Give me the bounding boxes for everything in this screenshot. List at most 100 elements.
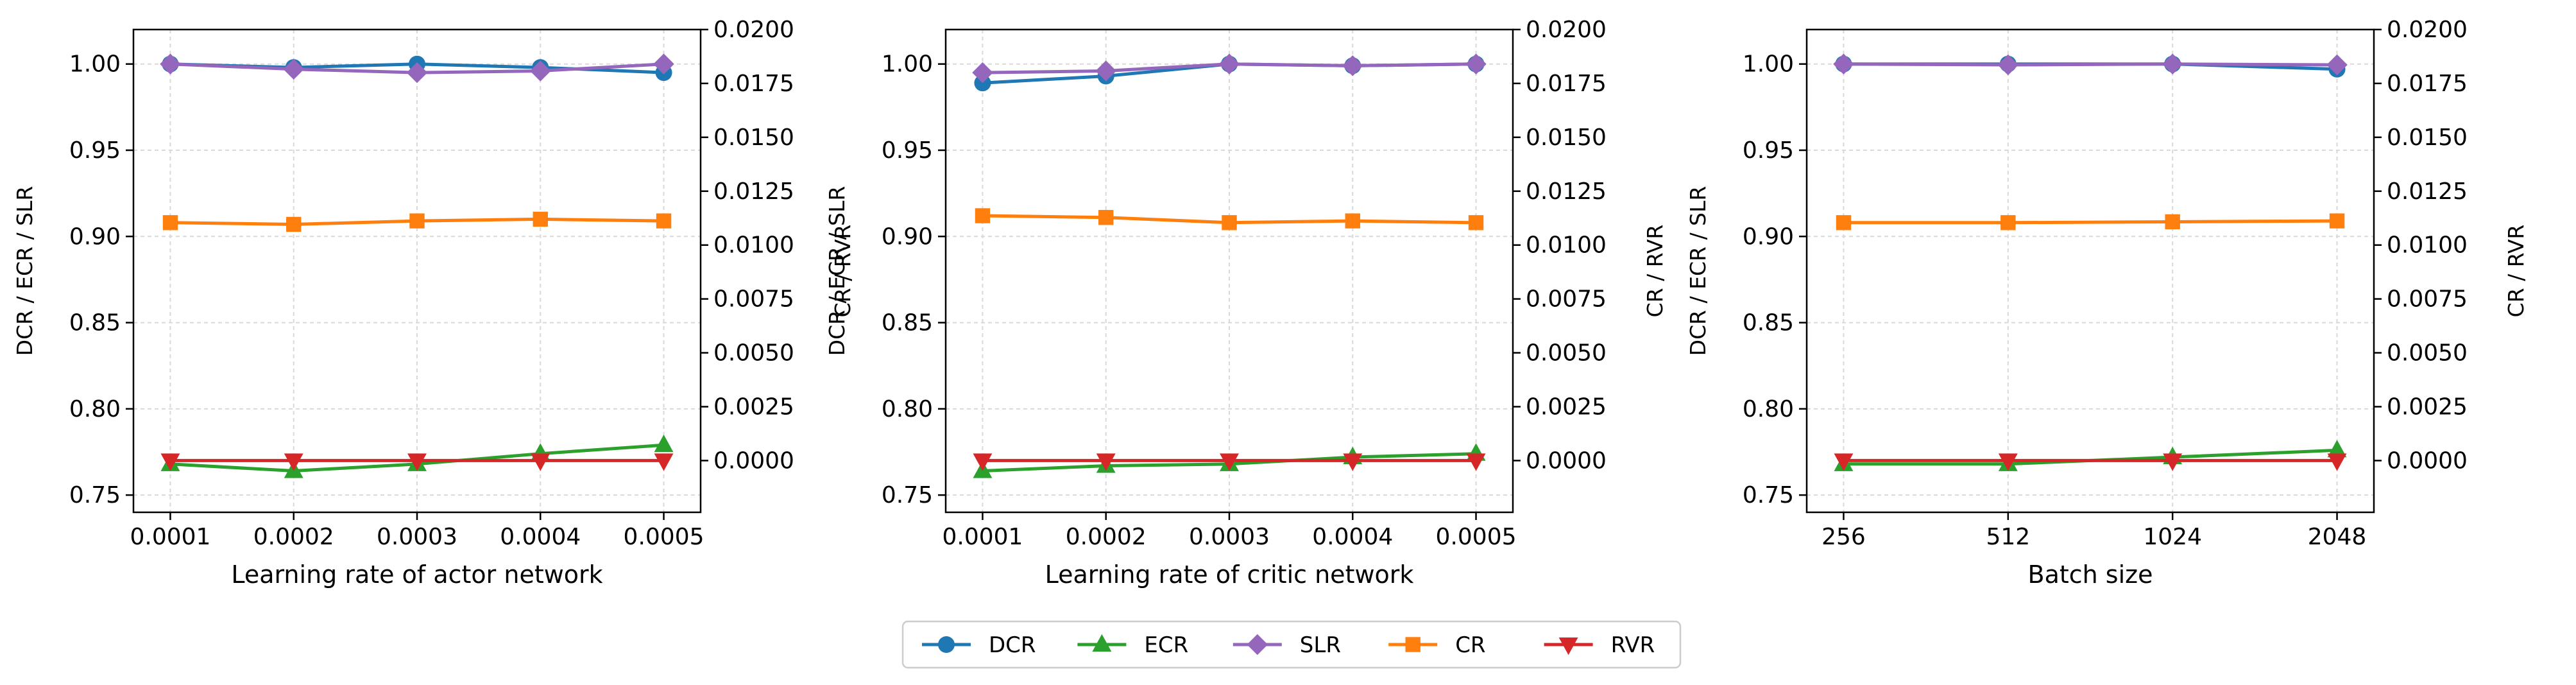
data-point-slr [530,60,551,82]
data-point-slr [653,53,674,74]
x-tick-label: 0.0004 [500,524,581,550]
data-point-rvr [2327,453,2347,471]
data-point-cr [1345,213,1360,229]
series-slr [1833,53,2348,76]
y-tick-label-left: 0.85 [1743,310,1794,336]
legend-label: SLR [1300,632,1341,658]
y-tick-label-right: 0.0000 [713,447,794,474]
grid [946,30,1513,512]
x-axis-label: Learning rate of actor network [231,560,602,589]
data-point-cr [162,215,178,230]
data-point-rvr [2163,453,2183,471]
series-rvr [160,453,674,471]
legend-item-dcr: DCR [922,632,1036,658]
data-point-cr [656,213,672,229]
data-point-slr [1218,53,1240,74]
plot-frame [1805,28,2375,514]
y-axis-label-right: CR / RVR [830,225,855,318]
data-point-rvr [1998,453,2018,471]
y-tick-label-left: 0.95 [1743,137,1794,164]
y-tick-label-right: 0.0200 [713,17,794,43]
x-tick-label: 0.0002 [1066,524,1147,550]
data-point-ecr [2327,440,2347,458]
x-tick-label: 2048 [2308,524,2367,550]
legend: DCR ECR SLR CR RVR [901,620,1682,669]
subplot-2: 0.75 0.80 0.85 0.90 0.95 1.00 0.0000 0.0025 0.00… [824,17,1668,589]
data-point-slr [1465,53,1487,74]
data-point-cr [1836,215,1852,230]
data-point-cr [2000,215,2016,230]
y-tick-label-right: 0.0175 [2387,71,2468,97]
grid [133,30,701,512]
series-cr [975,208,1484,230]
data-point-rvr [1343,453,1363,471]
y-tick-label-right: 0.0075 [2387,286,2468,313]
data-point-cr [286,216,302,232]
series-rvr [1834,453,2347,471]
y-tick-label-left: 0.75 [882,482,933,508]
data-point-rvr [1834,453,1854,471]
data-point-cr [1222,215,1237,230]
y-tick-label-right: 0.0050 [1526,340,1607,367]
data-point-slr [1833,53,1854,74]
series-slr [160,53,674,83]
legend-marker [1558,637,1578,655]
y-tick-label-right: 0.0000 [1526,447,1607,474]
data-point-slr [1342,55,1363,76]
data-point-slr [2326,54,2348,76]
data-point-cr [975,208,991,223]
y-tick-label-right: 0.0200 [1526,17,1607,43]
x-tick-label: 256 [1821,524,1866,550]
data-point-slr [972,62,993,83]
y-axis-label-left: DCR / ECR / SLR [12,186,37,356]
data-point-rvr [160,453,180,471]
subplot-1: 0.75 0.80 0.85 0.90 0.95 1.00 0.0000 0.0025 0.00… [12,17,855,589]
subplots: 0.75 0.80 0.85 0.90 0.95 1.00 0.0000 0.0025 0.00… [12,17,2529,589]
y-tick-label-right: 0.0150 [2387,125,2468,151]
legend-label: ECR [1144,632,1188,658]
y-tick-label-right: 0.0175 [1526,71,1607,97]
legend-marker [1092,634,1112,652]
x-tick-label: 1024 [2143,524,2202,550]
data-point-cr [409,213,425,229]
y-tick-label-right: 0.0125 [713,178,794,205]
legend-box [901,620,1682,669]
legend-item-ecr: ECR [1077,632,1188,658]
data-point-slr [406,62,428,83]
y-tick-label-right: 0.0150 [1526,125,1607,151]
y-tick-label-right: 0.0075 [713,286,794,313]
y-tick-label-right: 0.0100 [713,232,794,259]
y-tick-label-right: 0.0150 [713,125,794,151]
y-tick-label-left: 0.75 [69,482,121,508]
data-point-cr [2165,214,2180,230]
legend-item-rvr: RVR [1544,632,1655,658]
y-axis-label-right: CR / RVR [1642,225,1668,318]
y-tick-label-right: 0.0050 [713,340,794,367]
x-tick-label: 512 [1986,524,2030,550]
data-point-rvr [407,453,427,471]
y-tick-label-left: 0.95 [69,137,121,164]
y-tick-label-left: 0.85 [69,310,121,336]
data-point-rvr [1220,453,1239,471]
y-tick-label-right: 0.0100 [1526,232,1607,259]
data-point-rvr [1096,453,1116,471]
data-point-cr [533,211,548,227]
y-tick-label-right: 0.0175 [713,71,794,97]
series-cr [162,211,672,232]
x-tick-label: 0.0001 [942,524,1023,550]
series-line-slr [1843,62,2337,67]
y-tick-label-right: 0.0075 [1526,286,1607,313]
y-tick-label-left: 0.90 [1743,223,1794,250]
data-point-slr [1095,60,1116,82]
legend-marker [938,636,955,653]
y-axis-label-right: CR / RVR [2503,225,2529,318]
x-tick-label: 0.0002 [253,524,334,550]
data-point-slr [2162,53,2183,74]
x-axis-label: Batch size [2028,560,2153,589]
data-point-cr [1468,215,1484,230]
y-tick-label-right: 0.0025 [1526,394,1607,421]
y-tick-label-left: 0.90 [882,223,933,250]
y-tick-label-right: 0.0200 [2387,17,2468,43]
